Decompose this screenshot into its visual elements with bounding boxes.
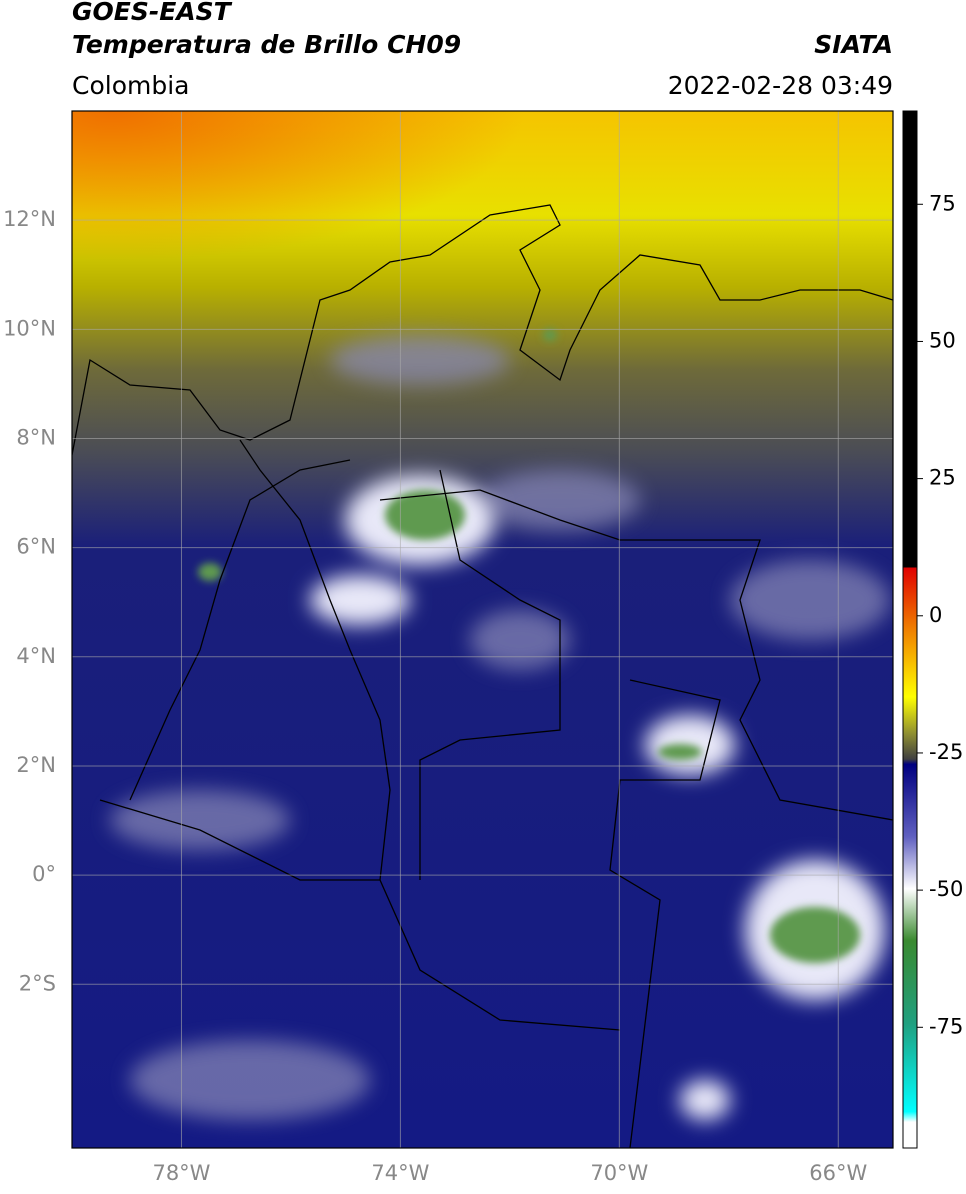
colorbar-tick-label: -25 — [929, 740, 963, 764]
colorbar-tick-label: 25 — [929, 466, 956, 490]
y-tick-label: 6°N — [16, 535, 56, 559]
colorbar-tick-label: 0 — [929, 603, 942, 627]
y-tick-label: 8°N — [16, 425, 56, 449]
y-tick-label: 12°N — [3, 207, 56, 231]
map-imagery — [72, 111, 893, 1148]
x-tick-label: 66°W — [809, 1161, 867, 1185]
timestamp: 2022-02-28 03:49 — [668, 71, 893, 100]
title: GOES-EAST — [72, 0, 233, 26]
graticule — [72, 111, 893, 1148]
colorbar — [902, 110, 918, 1149]
colorbar-tick-label: -75 — [929, 1014, 963, 1038]
subtitle: Temperatura de Brillo CH09 — [72, 30, 461, 59]
y-tick-label: 10°N — [3, 316, 56, 340]
y-tick-label: 0° — [32, 862, 56, 886]
y-tick-label: 4°N — [16, 644, 56, 668]
y-tick-label: 2°S — [19, 971, 56, 995]
colorbar-tick-label: 50 — [929, 328, 956, 352]
source: SIATA — [814, 30, 893, 59]
colorbar-tick-label: -50 — [929, 877, 963, 901]
x-tick-label: 70°W — [590, 1161, 648, 1185]
x-tick-label: 78°W — [152, 1161, 210, 1185]
y-tick-label: 2°N — [16, 753, 56, 777]
map-frame — [71, 110, 894, 1149]
colorbar-tick-label: 75 — [929, 191, 956, 215]
region: Colombia — [72, 71, 189, 100]
x-tick-label: 74°W — [371, 1161, 429, 1185]
